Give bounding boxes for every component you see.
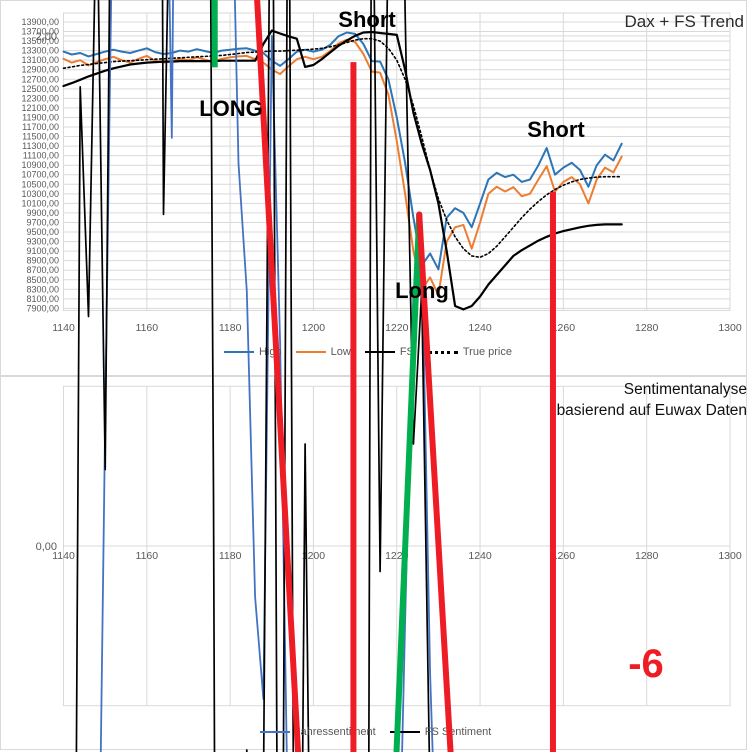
legend-item-fs-sentiment: FS Sentiment [389,726,492,738]
legend-line-sample [389,731,420,733]
sentiment-chart-panel[interactable] [0,376,747,750]
legend-line-sample [427,350,458,354]
legend-label: Jahressentiment [295,726,376,738]
bottom-chart-title-line1: Sentimentanalyse [623,381,747,398]
legend-label: FS [399,346,414,358]
trade-label-short: Short [527,117,585,142]
trade-label-long: LONG [199,96,263,121]
legend-line-sample [260,731,290,733]
top-chart-title: Dax + FS Trend [624,12,744,31]
legend-label: True price [462,346,512,358]
top-chart-legend: High Low FS True price [224,346,512,358]
dax-fs-trend-chart-panel[interactable] [0,0,747,376]
legend-label: FS Sentiment [424,726,492,738]
legend-line-sample [295,351,326,353]
legend-label: Low [330,346,351,358]
trade-label-6: -6 [628,642,664,686]
trade-label-short: Short [338,7,396,32]
legend-item-jahressentiment: Jahressentiment [260,726,376,738]
legend-item-low: Low [295,346,351,358]
bottom-chart-title: Sentimentanalyse basierend auf Euwax Dat… [557,379,747,421]
legend-item-true-price: True price [427,346,512,358]
legend-line-sample [224,351,254,353]
legend-line-sample [364,351,395,353]
bottom-chart-legend: Jahressentiment FS Sentiment [260,726,491,738]
legend-item-fs: FS [364,346,414,358]
trade-label-long: Long [395,278,449,303]
legend-item-high: High [224,346,282,358]
bottom-chart-title-line2: basierend auf Euwax Daten [556,402,747,419]
legend-label: High [259,346,282,358]
